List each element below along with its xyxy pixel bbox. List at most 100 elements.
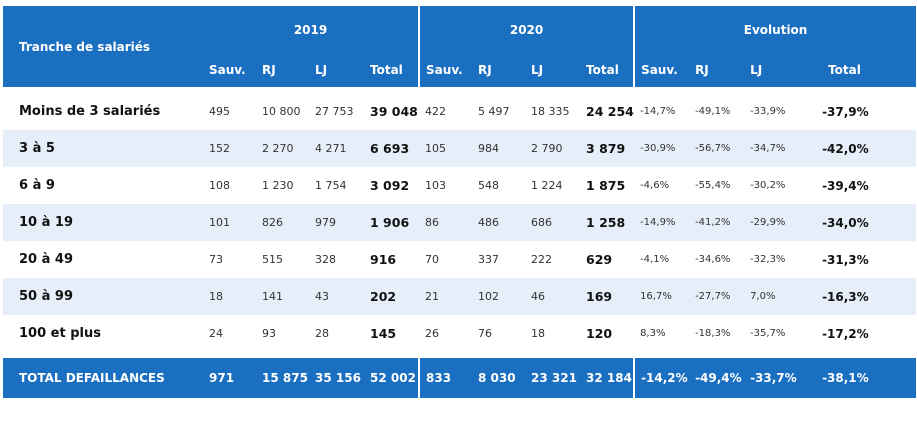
cell-2019-total: 3 092 xyxy=(370,178,410,193)
header-2020-sauv: Sauv. xyxy=(418,53,473,87)
cell-evo-rj: -34,6% xyxy=(695,254,731,265)
cell-evo-total: -39,4% xyxy=(822,178,869,193)
cell-2019-sauv: 108 xyxy=(209,179,230,192)
table-row: 3 à 5 152 2 270 4 271 6 693 105 984 2 79… xyxy=(3,130,917,167)
cell-2019-sauv: 73 xyxy=(209,253,223,266)
cell-2020-sauv: 70 xyxy=(425,253,440,266)
header-evo-sauv: Sauv. xyxy=(633,53,690,87)
total-2020-rj: 8 030 xyxy=(478,371,516,385)
cell-2020-rj: 548 xyxy=(478,179,500,192)
cell-2020-lj: 686 xyxy=(531,216,553,229)
total-2020-sauv: 833 xyxy=(418,358,473,398)
cell-evo-rj: -56,7% xyxy=(695,143,731,154)
failures-table: Tranche de salariés 2019 2020 Evolution … xyxy=(3,6,917,398)
header-2020-total: Total xyxy=(586,63,619,77)
cell-2020-rj: 76 xyxy=(478,327,493,340)
cell-2019-total: 202 xyxy=(370,289,397,304)
cell-2019-total: 145 xyxy=(370,326,397,341)
cell-2020-sauv: 105 xyxy=(425,142,447,155)
cell-2019-sauv: 495 xyxy=(209,105,230,118)
cell-evo-rj: -55,4% xyxy=(695,180,731,191)
cell-2020-sauv: 86 xyxy=(425,216,440,229)
cell-evo-sauv: -4,1% xyxy=(640,254,670,265)
cell-2019-rj: 1 230 xyxy=(262,179,294,192)
cell-2019-rj: 10 800 xyxy=(262,105,301,118)
cell-evo-rj: -18,3% xyxy=(695,328,731,339)
cell-2019-sauv: 152 xyxy=(209,142,230,155)
header-2020: 2020 xyxy=(418,6,635,53)
cell-2019-rj: 141 xyxy=(262,290,283,303)
cell-2020-lj: 222 xyxy=(531,253,553,266)
total-2020-total: 32 184 xyxy=(586,371,632,385)
header-2020-rj: RJ xyxy=(478,63,492,77)
cell-2020-lj: 2 790 xyxy=(531,142,563,155)
cell-2019-lj: 28 xyxy=(315,327,329,340)
cell-2020-total: 1 258 xyxy=(586,215,626,230)
total-label: TOTAL DEFAILLANCES xyxy=(19,371,165,385)
total-evo-sauv: -14,2% xyxy=(633,358,690,398)
cell-evo-lj: -29,9% xyxy=(750,217,786,228)
total-evo-total: -38,1% xyxy=(822,371,869,385)
cell-2020-rj: 337 xyxy=(478,253,500,266)
cell-2020-lj: 18 xyxy=(531,327,546,340)
cell-2019-sauv: 101 xyxy=(209,216,230,229)
cell-2020-sauv: 21 xyxy=(425,290,440,303)
cell-2019-lj: 43 xyxy=(315,290,329,303)
header-2020-lj: LJ xyxy=(531,63,544,77)
cell-evo-lj: -35,7% xyxy=(750,328,786,339)
cell-evo-lj: 7,0% xyxy=(750,291,776,302)
row-label: 50 à 99 xyxy=(19,289,74,304)
total-evo-lj: -33,7% xyxy=(750,371,797,385)
header-evolution: Evolution xyxy=(633,6,917,53)
total-2020-lj: 23 321 xyxy=(531,371,577,385)
cell-2020-sauv: 103 xyxy=(425,179,447,192)
table-row: 6 à 9 108 1 230 1 754 3 092 103 548 1 22… xyxy=(3,167,916,204)
cell-evo-sauv: 16,7% xyxy=(640,291,672,302)
row-label: 3 à 5 xyxy=(19,141,55,156)
total-row: TOTAL DEFAILLANCES 971 15 875 35 156 52 … xyxy=(3,358,917,398)
header-2019-sauv: Sauv. xyxy=(209,63,246,77)
cell-2019-rj: 2 270 xyxy=(262,142,294,155)
row-label: 20 à 49 xyxy=(19,252,74,267)
cell-evo-lj: -34,7% xyxy=(750,143,786,154)
cell-2020-sauv: 422 xyxy=(425,105,447,118)
cell-2019-rj: 93 xyxy=(262,327,276,340)
row-label: 100 et plus xyxy=(19,326,101,341)
cell-2020-total: 120 xyxy=(586,326,613,341)
table-row: 20 à 49 73 515 328 916 70 337 222 629 -4… xyxy=(3,241,916,278)
cell-evo-sauv: 8,3% xyxy=(640,328,666,339)
total-2019-total: 52 002 xyxy=(370,371,416,385)
header-label: Tranche de salariés xyxy=(19,39,151,54)
cell-2020-sauv: 26 xyxy=(425,327,440,340)
cell-2020-total: 24 254 xyxy=(586,104,634,119)
cell-2020-lj: 46 xyxy=(531,290,546,303)
cell-2019-sauv: 24 xyxy=(209,327,223,340)
cell-2020-total: 629 xyxy=(586,252,613,267)
row-label: Moins de 3 salariés xyxy=(19,104,161,119)
cell-2019-rj: 826 xyxy=(262,216,283,229)
cell-2019-lj: 328 xyxy=(315,253,336,266)
cell-2020-total: 3 879 xyxy=(586,141,626,156)
cell-evo-rj: -27,7% xyxy=(695,291,731,302)
cell-2019-lj: 27 753 xyxy=(315,105,354,118)
cell-2020-lj: 1 224 xyxy=(531,179,563,192)
cell-evo-rj: -49,1% xyxy=(695,106,731,117)
table-row: 10 à 19 101 826 979 1 906 86 486 686 1 2… xyxy=(3,204,917,241)
cell-2019-sauv: 18 xyxy=(209,290,223,303)
cell-evo-total: -42,0% xyxy=(822,141,869,156)
cell-evo-sauv: -30,9% xyxy=(640,143,676,154)
header-row-years: Tranche de salariés 2019 2020 Evolution xyxy=(3,6,917,54)
table-row: Moins de 3 salariés 495 10 800 27 753 39… xyxy=(3,93,916,130)
cell-2020-total: 1 875 xyxy=(586,178,626,193)
cell-2019-lj: 979 xyxy=(315,216,336,229)
cell-evo-lj: -33,9% xyxy=(750,106,786,117)
cell-2019-total: 916 xyxy=(370,252,397,267)
cell-2019-total: 39 048 xyxy=(370,104,418,119)
cell-evo-sauv: -14,7% xyxy=(640,106,676,117)
header-2019-total: Total xyxy=(370,63,403,77)
cell-evo-total: -34,0% xyxy=(822,215,869,230)
row-label: 10 à 19 xyxy=(19,215,74,230)
cell-evo-total: -17,2% xyxy=(822,326,869,341)
cell-2020-total: 169 xyxy=(586,289,613,304)
cell-2020-rj: 5 497 xyxy=(478,105,510,118)
